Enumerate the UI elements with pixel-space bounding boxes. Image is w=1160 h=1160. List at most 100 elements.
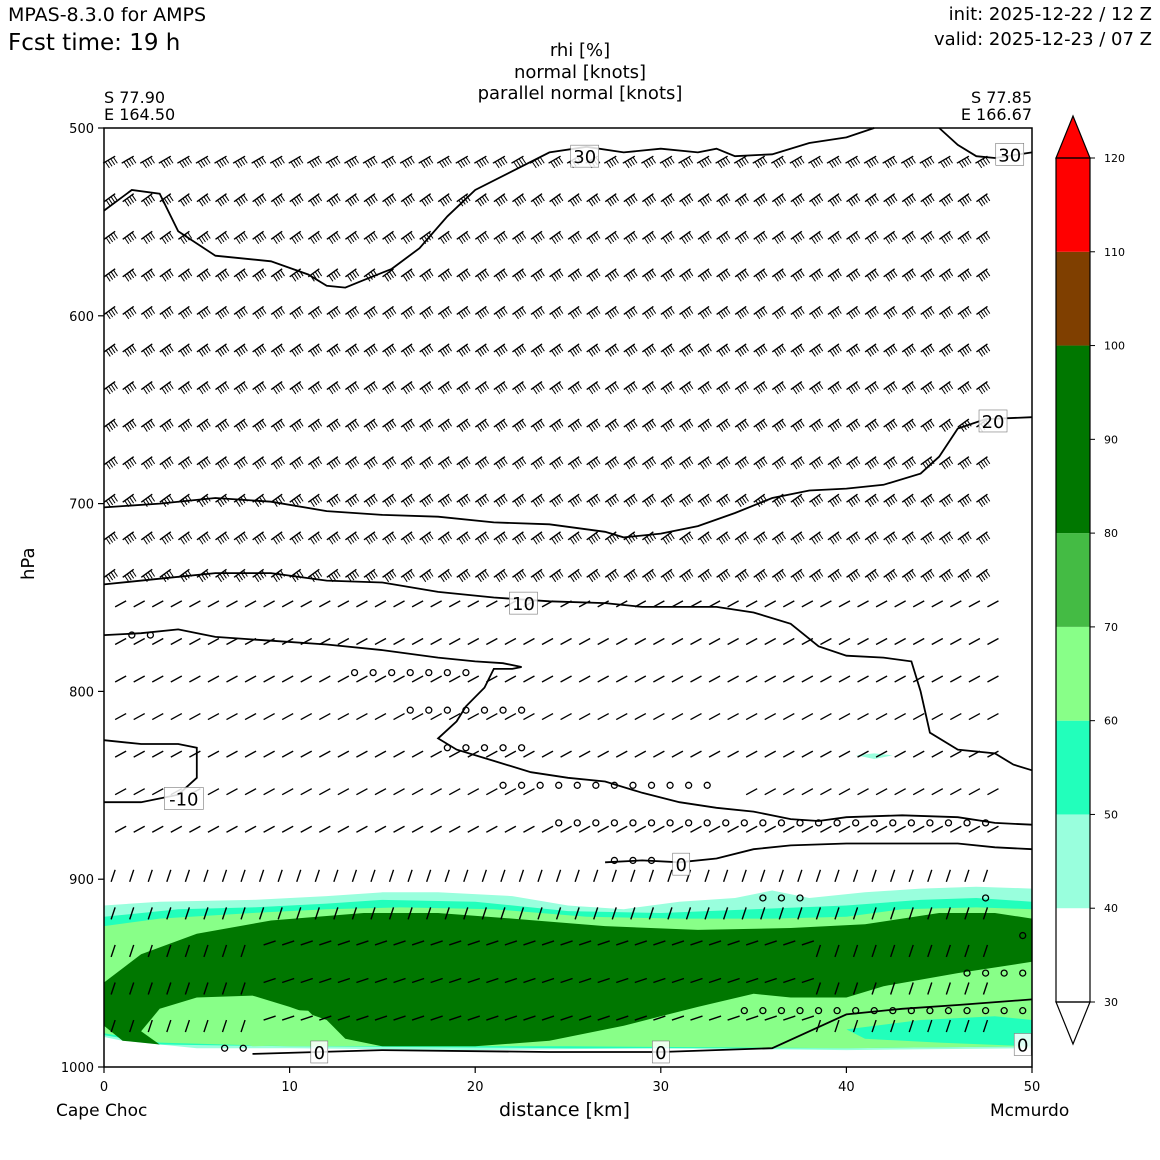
wind-barb: [690, 712, 702, 721]
wind-barb: [318, 750, 331, 758]
wind-barb: [883, 456, 898, 470]
wind-barb: [170, 712, 183, 721]
wind-barb: [177, 531, 193, 545]
wind-barb: [196, 193, 211, 207]
wind-barb: [920, 305, 935, 320]
wind-barb: [300, 825, 313, 833]
wind-barb: [920, 380, 935, 395]
wind-barb: [660, 568, 675, 583]
wind-barb: [745, 977, 759, 984]
wind-barb: [448, 750, 461, 758]
wind-barb: [950, 600, 962, 608]
calm-marker: [777, 819, 786, 827]
wind-barb: [281, 712, 294, 721]
wind-barb: [189, 675, 201, 683]
wind-barb: [734, 230, 749, 245]
wind-barb: [345, 305, 360, 320]
wind-barb: [263, 712, 275, 721]
wind-barb: [300, 940, 313, 946]
wind-barb: [820, 825, 832, 833]
calm-marker: [684, 819, 693, 827]
plot-frame: [103, 127, 1033, 1068]
wind-barb: [889, 907, 896, 920]
wind-barb: [270, 531, 285, 545]
wind-barb: [444, 869, 450, 883]
wind-barb: [530, 343, 545, 357]
wind-barb: [708, 1015, 722, 1021]
wind-barb: [671, 600, 684, 608]
wind-barb: [151, 637, 164, 646]
colorbar-bin: [1056, 251, 1090, 346]
wind-barb: [863, 155, 879, 169]
wind-barb: [704, 907, 710, 920]
wind-barb: [170, 637, 183, 646]
wind-barb: [634, 825, 647, 833]
wind-barb: [574, 907, 580, 920]
svg-text:30: 30: [998, 145, 1021, 166]
wind-barb: [734, 493, 749, 507]
wind-barb: [337, 788, 350, 796]
wind-barb: [968, 825, 981, 833]
wind-barb: [630, 907, 636, 920]
wind-barb: [938, 531, 954, 545]
wind-barb: [437, 343, 452, 357]
wind-barb: [307, 380, 323, 395]
wind-barb: [110, 982, 116, 995]
wind-barb: [269, 155, 285, 169]
wind-barb: [319, 940, 332, 946]
wind-barb: [586, 418, 601, 432]
wind-barb: [189, 600, 201, 608]
calm-marker: [629, 781, 637, 789]
wind-barb: [671, 637, 684, 646]
wind-barb: [252, 380, 267, 395]
wind-barb: [382, 268, 397, 282]
left-endpoint-lat: S 77.90: [104, 88, 166, 107]
wind-barb: [852, 907, 859, 920]
wind-barb: [345, 230, 360, 245]
wind-barb: [530, 493, 545, 507]
calm-marker: [629, 819, 637, 827]
wind-barb: [448, 637, 461, 646]
wind-barb: [597, 1015, 610, 1021]
wind-barb: [586, 493, 601, 507]
wind-barb: [938, 305, 954, 320]
wind-barb: [957, 305, 972, 320]
wind-barb: [400, 305, 415, 320]
calm-marker: [592, 781, 600, 789]
wind-barb: [103, 268, 118, 282]
wind-barb: [555, 907, 562, 920]
contour-line-0: [252, 998, 1033, 1055]
wind-barb: [560, 637, 572, 646]
wind-barb: [623, 305, 638, 320]
wind-barb: [122, 456, 137, 470]
wind-barb: [463, 869, 469, 883]
wind-barb: [493, 380, 508, 395]
wind-barb: [783, 1015, 796, 1021]
wind-barb: [203, 1019, 209, 1033]
wind-barb: [382, 531, 397, 545]
x-tick-label: 20: [467, 1080, 484, 1095]
wind-barb: [103, 568, 118, 583]
wind-barb: [270, 418, 285, 432]
wind-barb: [931, 825, 944, 833]
wind-barb: [289, 343, 304, 357]
colorbar-tick-label: 80: [1104, 527, 1118, 540]
wind-barb: [419, 456, 434, 470]
wind-barb: [140, 230, 156, 245]
wind-barb: [764, 637, 777, 646]
wind-barb: [660, 230, 675, 245]
wind-barb: [882, 155, 898, 169]
wind-barb: [660, 193, 675, 207]
calm-marker: [759, 1007, 767, 1015]
wind-barb: [233, 418, 248, 432]
wind-barb: [151, 788, 164, 796]
wind-barb: [957, 568, 972, 583]
wind-barb: [393, 637, 405, 646]
wind-barb: [133, 788, 146, 796]
wind-barb: [871, 869, 877, 883]
wind-barb: [221, 982, 228, 995]
wind-barb: [159, 380, 174, 395]
colorbar-bin: [1056, 814, 1090, 909]
wind-barb: [129, 907, 135, 920]
wind-barb: [467, 712, 480, 721]
